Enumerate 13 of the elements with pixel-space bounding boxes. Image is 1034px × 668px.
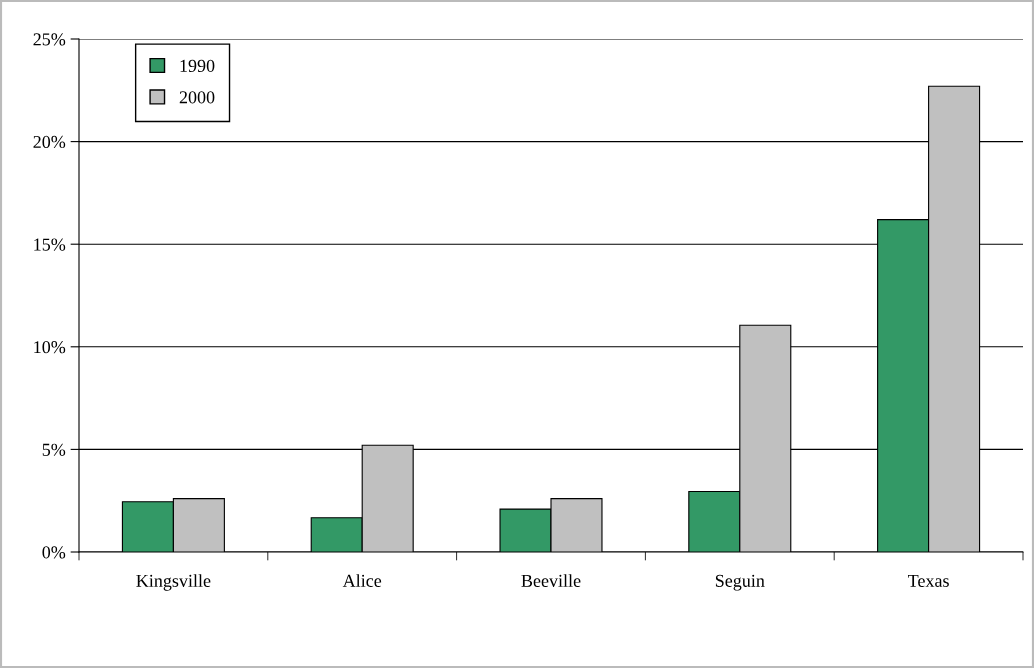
y-tick-label: 25%: [33, 33, 66, 46]
x-tick-label: Seguin: [715, 574, 765, 591]
legend-label: 2000: [179, 91, 215, 104]
x-tick-label: Beeville: [521, 574, 581, 587]
legend-label: 1990: [180, 59, 215, 72]
y-tick-label: 15%: [34, 238, 66, 251]
x-tick-label: Alice: [342, 574, 382, 587]
x-tick-label: Kingsville: [136, 574, 211, 591]
y-tick-label: 5%: [42, 443, 66, 456]
y-tick-label: 0%: [42, 546, 66, 559]
y-tick-label: 10%: [34, 341, 66, 354]
y-tick-label: 20%: [33, 135, 66, 149]
x-tick-label: Texas: [908, 574, 949, 587]
